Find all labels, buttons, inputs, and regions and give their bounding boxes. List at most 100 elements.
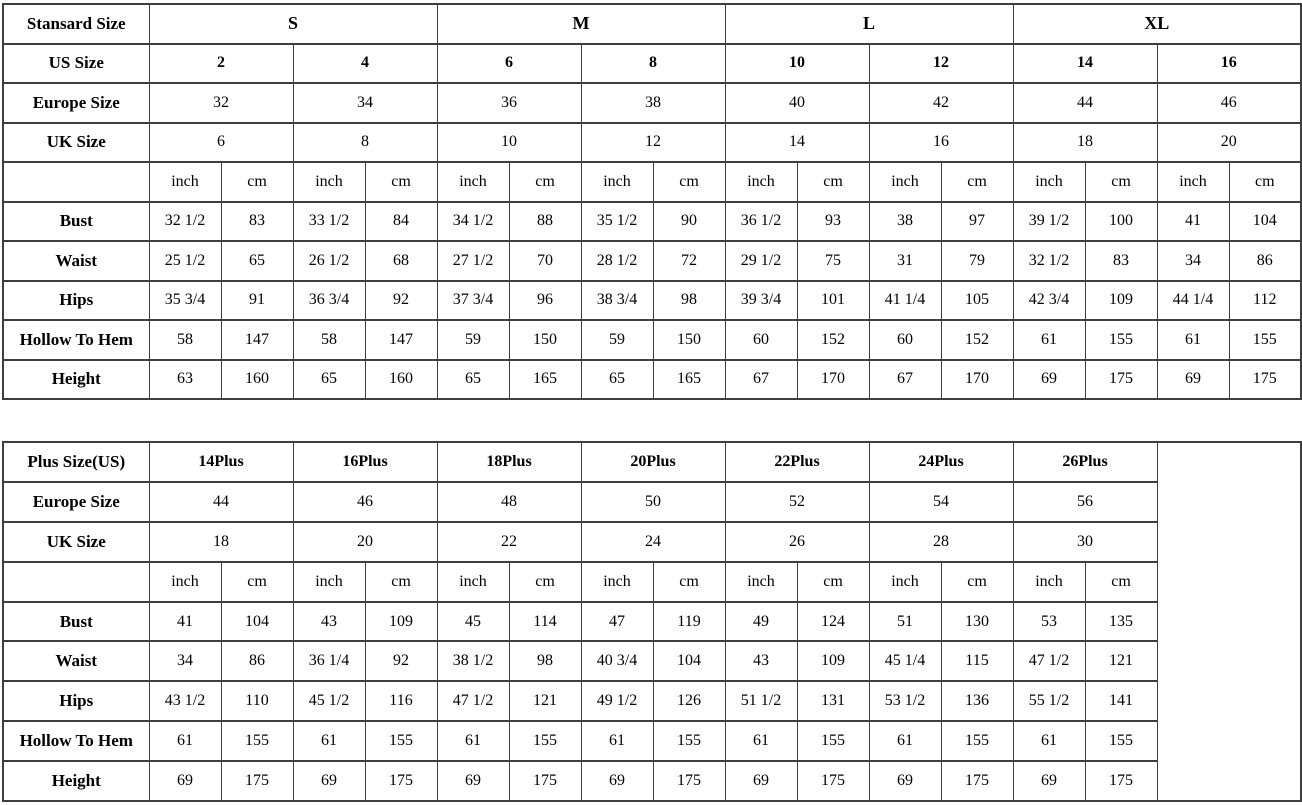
table-row: Stansard Size S M L XL (2, 3, 1302, 45)
unit-cm-header: cm (796, 560, 870, 603)
table-row: inch cm inch cm inch cm inch cm inch cm inch cm inch… (2, 560, 1301, 603)
unit-cm-header: cm (508, 161, 582, 203)
size-group-header: M (436, 3, 726, 45)
uk-size-value: 22 (436, 520, 582, 563)
size-group-header: 26Plus (1012, 441, 1158, 483)
europe-size-value: 48 (436, 480, 582, 523)
uk-size-value: 26 (724, 520, 870, 563)
measurement-value: 51 1/2 (724, 680, 798, 723)
europe-size-value: 42 (868, 82, 1014, 124)
uk-size-value: 18 (1012, 121, 1158, 163)
measurement-value: 25 1/2 (148, 240, 222, 282)
unit-cm-header: cm (652, 161, 726, 203)
measurement-value: 155 (796, 720, 870, 763)
unit-inch-header: inch (148, 161, 222, 203)
size-group-header: L (724, 3, 1014, 45)
unit-inch-header: inch (580, 560, 654, 603)
uk-size-value: 10 (436, 121, 582, 163)
us-size-value: 6 (436, 42, 582, 84)
measurement-value: 121 (508, 680, 582, 723)
europe-size-value: 52 (724, 480, 870, 523)
measurement-value: 69 (1156, 358, 1230, 400)
size-group-header: 16Plus (292, 441, 438, 483)
measurement-value: 150 (652, 319, 726, 361)
unit-inch-header: inch (1156, 161, 1230, 203)
measurement-value: 135 (1084, 600, 1158, 643)
measurement-value: 136 (940, 680, 1014, 723)
uk-size-value: 30 (1012, 520, 1158, 563)
europe-size-value: 36 (436, 82, 582, 124)
unit-cm-header: cm (940, 161, 1014, 203)
measurement-value: 96 (508, 279, 582, 321)
europe-size-value: 44 (148, 480, 294, 523)
measurement-value: 155 (1228, 319, 1302, 361)
unit-cm-header: cm (220, 161, 294, 203)
measurement-value: 175 (940, 760, 1014, 803)
measurement-value: 43 (292, 600, 366, 643)
measurement-value: 152 (796, 319, 870, 361)
table-row: Hollow To Hem 61 155 61 155 61 155 61 155 61 155 61… (2, 720, 1301, 763)
us-size-value: 12 (868, 42, 1014, 84)
measurement-value: 58 (292, 319, 366, 361)
measurement-value: 147 (220, 319, 294, 361)
measurement-value: 27 1/2 (436, 240, 510, 282)
measurement-value: 130 (940, 600, 1014, 643)
uk-size-value: 8 (292, 121, 438, 163)
measurement-value: 110 (220, 680, 294, 723)
measurement-value: 32 1/2 (1012, 240, 1086, 282)
measurement-value: 45 (436, 600, 510, 643)
measurement-value: 36 1/2 (724, 200, 798, 242)
measurement-value: 61 (868, 720, 942, 763)
measurement-value: 175 (1228, 358, 1302, 400)
size-group-header: XL (1012, 3, 1302, 45)
unit-cm-header: cm (364, 161, 438, 203)
unit-cm-header: cm (1084, 161, 1158, 203)
row-label-us-size: US Size (2, 42, 150, 84)
table-row: Height 63 160 65 160 65 165 65 165 67 170 67 170 69 17… (2, 358, 1302, 400)
size-group-header: 18Plus (436, 441, 582, 483)
measurement-value: 84 (364, 200, 438, 242)
measurement-value: 67 (868, 358, 942, 400)
europe-size-value: 46 (292, 480, 438, 523)
measurement-value: 47 (580, 600, 654, 643)
measurement-value: 32 1/2 (148, 200, 222, 242)
measurement-value: 61 (1012, 720, 1086, 763)
measurement-value: 34 (1156, 240, 1230, 282)
measurement-value: 141 (1084, 680, 1158, 723)
measurement-value: 86 (1228, 240, 1302, 282)
measurement-label: Hips (2, 279, 150, 321)
measurement-value: 69 (724, 760, 798, 803)
measurement-value: 155 (1084, 720, 1158, 763)
unit-inch-header: inch (1012, 161, 1086, 203)
measurement-value: 112 (1228, 279, 1302, 321)
measurement-value: 104 (652, 640, 726, 683)
unit-cm-header: cm (1084, 560, 1158, 603)
measurement-value: 124 (796, 600, 870, 643)
measurement-value: 40 3/4 (580, 640, 654, 683)
measurement-label: Waist (2, 640, 150, 683)
measurement-value: 49 (724, 600, 798, 643)
measurement-label: Hollow To Hem (2, 319, 150, 361)
measurement-value: 152 (940, 319, 1014, 361)
unit-inch-header: inch (1012, 560, 1086, 603)
table-row: UK Size 6 8 10 12 14 16 18 20 (2, 121, 1302, 163)
measurement-value: 41 (148, 600, 222, 643)
table-row: Plus Size(US) 14Plus 16Plus 18Plus 20Plus 22P… (2, 440, 1302, 803)
unit-cm-header: cm (940, 560, 1014, 603)
measurement-value: 175 (508, 760, 582, 803)
size-group-header: S (148, 3, 438, 45)
measurement-label: Bust (2, 600, 150, 643)
measurement-value: 58 (148, 319, 222, 361)
measurement-value: 79 (940, 240, 1014, 282)
measurement-value: 42 3/4 (1012, 279, 1086, 321)
measurement-value: 126 (652, 680, 726, 723)
measurement-value: 97 (940, 200, 1014, 242)
measurement-value: 109 (1084, 279, 1158, 321)
measurement-value: 65 (436, 358, 510, 400)
empty-label-cell (2, 560, 150, 603)
measurement-value: 170 (796, 358, 870, 400)
measurement-value: 105 (940, 279, 1014, 321)
measurement-value: 43 (724, 640, 798, 683)
measurement-value: 61 (580, 720, 654, 763)
measurement-value: 147 (364, 319, 438, 361)
